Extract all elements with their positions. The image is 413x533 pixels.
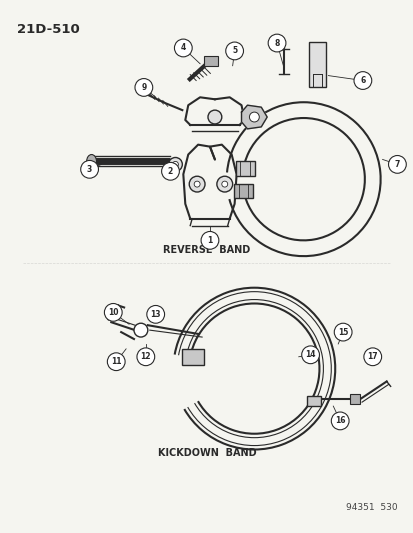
Text: 3: 3	[87, 165, 92, 174]
Circle shape	[189, 176, 204, 192]
Text: 21D-510: 21D-510	[17, 23, 79, 36]
Circle shape	[147, 305, 164, 323]
Circle shape	[301, 346, 319, 364]
Circle shape	[387, 156, 405, 173]
Circle shape	[81, 160, 98, 178]
Circle shape	[353, 71, 371, 90]
Circle shape	[333, 323, 351, 341]
Circle shape	[134, 323, 147, 337]
Text: REVERSE  BAND: REVERSE BAND	[163, 245, 250, 255]
Text: 16: 16	[334, 416, 344, 425]
Text: 6: 6	[359, 76, 365, 85]
Circle shape	[201, 231, 218, 249]
Text: 13: 13	[150, 310, 161, 319]
Text: 2: 2	[167, 167, 173, 176]
Text: 15: 15	[337, 328, 347, 337]
Text: 11: 11	[111, 357, 121, 366]
Text: 4: 4	[180, 44, 185, 52]
Circle shape	[363, 348, 381, 366]
FancyBboxPatch shape	[235, 160, 255, 176]
Text: 7: 7	[394, 160, 399, 169]
Circle shape	[194, 181, 199, 187]
Circle shape	[221, 181, 227, 187]
Text: 14: 14	[305, 350, 315, 359]
Text: 9: 9	[141, 83, 146, 92]
Circle shape	[225, 42, 243, 60]
Text: 10: 10	[108, 308, 118, 317]
Text: KICKDOWN  BAND: KICKDOWN BAND	[157, 448, 256, 458]
Circle shape	[268, 34, 285, 52]
Circle shape	[174, 39, 192, 57]
FancyBboxPatch shape	[233, 184, 253, 198]
Text: 8: 8	[274, 38, 279, 47]
FancyBboxPatch shape	[182, 350, 204, 365]
Text: 94351  530: 94351 530	[345, 503, 396, 512]
FancyBboxPatch shape	[306, 396, 320, 406]
FancyBboxPatch shape	[204, 56, 217, 66]
FancyBboxPatch shape	[349, 394, 359, 404]
Polygon shape	[241, 105, 266, 129]
Circle shape	[216, 176, 232, 192]
Circle shape	[172, 161, 178, 167]
Circle shape	[207, 110, 221, 124]
Ellipse shape	[86, 155, 96, 168]
Text: 12: 12	[140, 352, 151, 361]
Circle shape	[107, 353, 125, 370]
Circle shape	[168, 157, 182, 171]
Circle shape	[330, 412, 348, 430]
Circle shape	[135, 78, 152, 96]
Circle shape	[104, 303, 122, 321]
Circle shape	[161, 163, 179, 180]
Text: 17: 17	[367, 352, 377, 361]
Text: 1: 1	[207, 236, 212, 245]
Text: 5: 5	[232, 46, 237, 55]
FancyBboxPatch shape	[308, 42, 325, 87]
Circle shape	[249, 112, 259, 122]
Circle shape	[137, 348, 154, 366]
